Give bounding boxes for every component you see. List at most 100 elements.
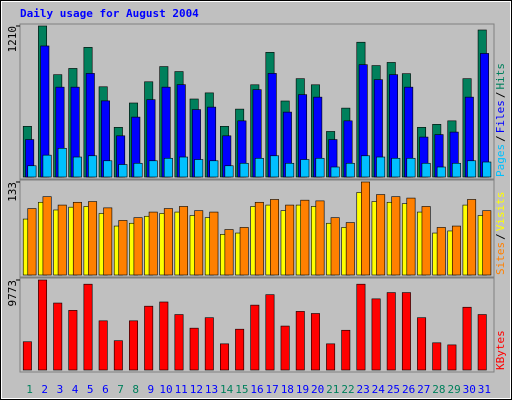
bar	[133, 217, 143, 276]
bar	[477, 314, 487, 371]
x-tick-label: 19	[296, 383, 309, 396]
bar	[98, 320, 108, 371]
x-tick-label: 15	[235, 383, 248, 396]
bar	[129, 320, 138, 371]
x-tick-label: 5	[87, 383, 94, 396]
x-tick-label: 22	[341, 383, 354, 396]
bar	[467, 199, 477, 276]
bar	[451, 162, 461, 178]
bar	[436, 166, 446, 178]
bar	[179, 206, 189, 276]
x-tick-label: 14	[220, 383, 234, 396]
bar	[68, 310, 78, 371]
bar	[376, 156, 386, 178]
legend-separator: /	[494, 233, 507, 240]
bar	[386, 292, 396, 371]
x-tick-label: 18	[281, 383, 294, 396]
bar	[280, 325, 290, 371]
bar	[417, 317, 427, 371]
bar	[345, 222, 355, 276]
x-tick-label: 27	[417, 383, 430, 396]
bar	[239, 162, 249, 178]
legend: Pages/Files/Hits	[494, 63, 507, 177]
bar	[421, 206, 431, 276]
x-tick-label: 25	[387, 383, 400, 396]
bar	[421, 162, 431, 178]
bar	[300, 199, 310, 276]
bar	[361, 155, 370, 178]
bar	[27, 165, 37, 178]
legend-entry: Pages	[494, 144, 507, 177]
x-tick-label: 20	[311, 383, 324, 396]
legend-entry: Sites	[494, 242, 507, 275]
x-tick-label: 13	[205, 383, 218, 396]
legend: Sites /Visits	[494, 192, 507, 276]
bar	[144, 305, 154, 371]
bar	[38, 279, 48, 371]
bar	[239, 227, 249, 276]
bar	[194, 210, 204, 276]
x-tick-label: 1	[26, 383, 33, 396]
legend-entry: Files	[494, 100, 507, 133]
bar	[42, 196, 52, 276]
x-tick-label: 29	[447, 383, 460, 396]
bar	[133, 162, 143, 178]
bar	[88, 155, 98, 178]
bar	[254, 201, 264, 276]
x-tick-label: 23	[357, 383, 370, 396]
x-tick-label: 21	[326, 383, 339, 396]
x-tick-label: 16	[250, 383, 263, 396]
bar	[482, 161, 492, 178]
x-tick-label: 30	[463, 383, 476, 396]
x-tick-label: 17	[266, 383, 279, 396]
x-tick-label: 11	[175, 383, 188, 396]
bar	[148, 211, 158, 276]
bar	[163, 157, 173, 178]
bar	[53, 302, 63, 371]
bar	[83, 283, 93, 371]
bar	[220, 343, 229, 371]
bar	[401, 292, 411, 371]
bar	[300, 159, 310, 178]
legend: KBytes	[494, 330, 507, 370]
bar	[103, 207, 113, 276]
bar	[391, 157, 401, 178]
x-tick-label: 8	[132, 383, 139, 396]
bar	[42, 154, 52, 178]
bar	[118, 164, 128, 178]
bar	[103, 160, 113, 178]
y-tick-label: 133	[6, 182, 19, 202]
x-tick-label: 28	[432, 383, 445, 396]
bar	[189, 327, 199, 371]
legend-entry: Hits	[494, 63, 507, 90]
bar	[406, 197, 416, 276]
bar	[482, 210, 492, 276]
bar	[57, 204, 67, 276]
bar	[356, 283, 366, 371]
bar	[88, 201, 98, 276]
chart-title: Daily usage for August 2004	[20, 7, 199, 20]
bar	[148, 160, 158, 178]
bar	[224, 165, 234, 178]
bar	[159, 301, 169, 371]
bar	[330, 217, 340, 276]
bar	[204, 317, 214, 371]
x-tick-label: 4	[72, 383, 79, 396]
legend-separator: /	[494, 135, 507, 142]
y-tick-label: 9773	[6, 280, 19, 307]
bar	[310, 313, 320, 371]
legend-entry: Visits	[494, 192, 507, 232]
bar	[72, 156, 82, 178]
bar	[406, 157, 416, 178]
x-tick-label: 10	[159, 383, 172, 396]
x-tick-label: 7	[117, 383, 124, 396]
bar	[209, 160, 219, 178]
bar	[163, 208, 173, 276]
x-tick-label: 2	[41, 383, 48, 396]
bar	[194, 159, 204, 178]
bar	[315, 200, 325, 276]
bar	[174, 314, 184, 371]
bar	[209, 211, 219, 276]
